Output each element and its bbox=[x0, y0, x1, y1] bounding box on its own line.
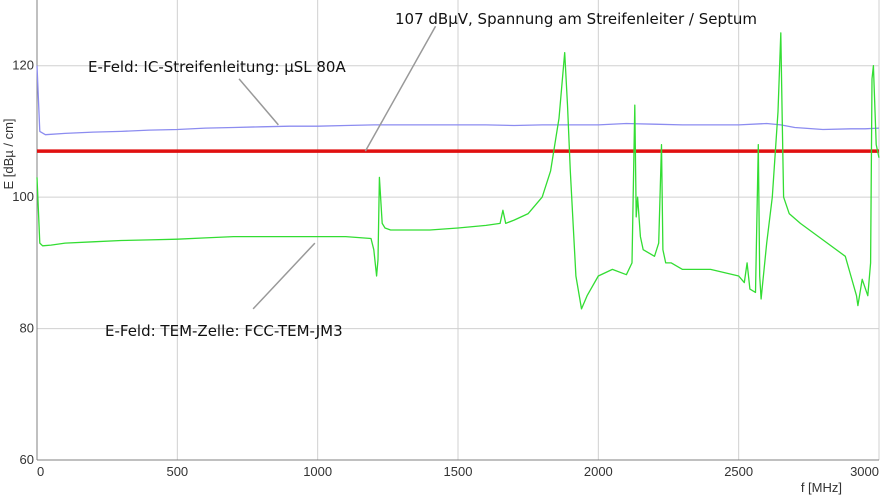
series-line-green bbox=[36, 32, 880, 310]
x-axis-label: f [MHz] bbox=[801, 480, 842, 495]
x-tick-label: 2000 bbox=[584, 464, 613, 479]
y-tick-label: 120 bbox=[12, 58, 34, 73]
x-tick-label: 0 bbox=[37, 464, 44, 479]
x-tick-label: 1500 bbox=[444, 464, 473, 479]
x-tick-label: 500 bbox=[166, 464, 188, 479]
x-tick-labels: 0 500 1000 1500 2000 2500 3000 bbox=[37, 464, 879, 479]
annotation-text: E-Feld: IC-Streifenleitung: µSL 80A bbox=[88, 58, 346, 76]
annotation-text: 107 dBµV, Spannung am Streifenleiter / S… bbox=[395, 10, 757, 28]
x-tick-label: 1000 bbox=[303, 464, 332, 479]
x-tick-label: 2500 bbox=[724, 464, 753, 479]
annotation-arrow bbox=[238, 78, 279, 126]
annotation-text: E-Feld: TEM-Zelle: FCC-TEM-JM3 bbox=[105, 322, 343, 340]
series-line-blue bbox=[36, 65, 880, 136]
annotation-arrow bbox=[252, 242, 316, 310]
y-tick-label: 80 bbox=[20, 321, 34, 336]
annotations: 107 dBµV, Spannung am Streifenleiter / S… bbox=[88, 10, 757, 340]
y-tick-label: 100 bbox=[12, 189, 34, 204]
grid bbox=[36, 0, 880, 461]
annotation-arrow bbox=[364, 25, 437, 152]
series-lines bbox=[36, 32, 880, 310]
y-axis-label: E [dBµ / cm] bbox=[1, 118, 16, 189]
y-tick-labels: 60 80 100 120 bbox=[12, 58, 34, 467]
y-tick-label: 60 bbox=[20, 452, 34, 467]
x-tick-label: 3000 bbox=[850, 464, 879, 479]
